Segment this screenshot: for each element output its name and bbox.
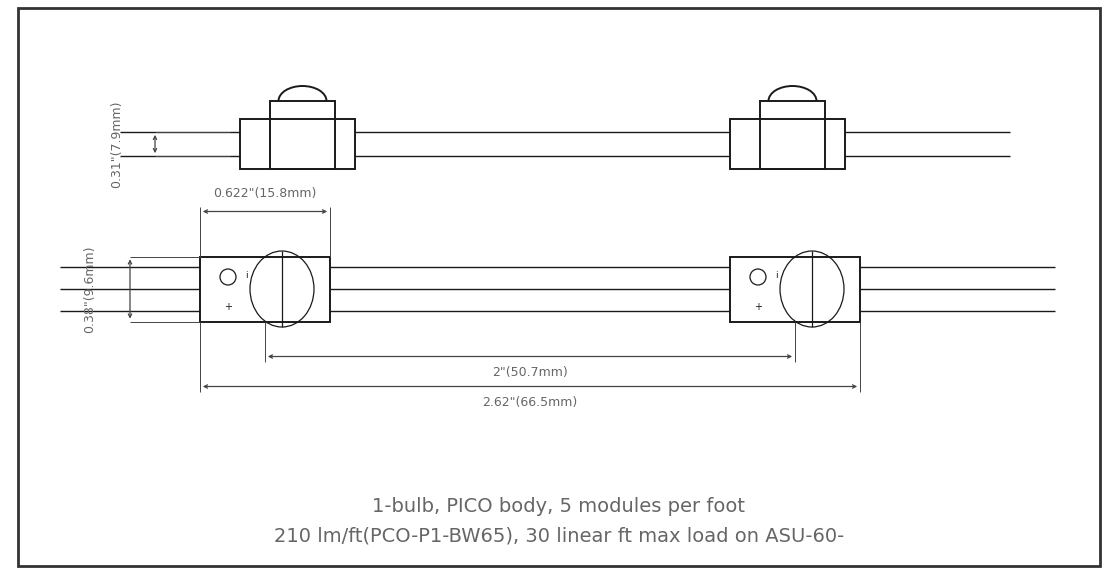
Text: 2.62"(66.5mm): 2.62"(66.5mm) xyxy=(482,396,578,409)
Text: 0.622"(15.8mm): 0.622"(15.8mm) xyxy=(214,187,316,200)
Bar xyxy=(200,257,330,321)
Text: i: i xyxy=(775,270,777,280)
Text: 2"(50.7mm): 2"(50.7mm) xyxy=(492,366,568,379)
Bar xyxy=(730,257,860,321)
Text: 210 lm/ft(PCO-P1-BW65), 30 linear ft max load on ASU-60-: 210 lm/ft(PCO-P1-BW65), 30 linear ft max… xyxy=(274,526,844,545)
Text: 0.31"(7.9mm): 0.31"(7.9mm) xyxy=(111,100,123,188)
Bar xyxy=(760,101,825,169)
Bar xyxy=(730,119,845,169)
Text: 1-bulb, PICO body, 5 modules per foot: 1-bulb, PICO body, 5 modules per foot xyxy=(372,497,746,515)
Text: +: + xyxy=(224,302,233,312)
Bar xyxy=(240,119,356,169)
Bar xyxy=(271,101,335,169)
Text: i: i xyxy=(245,270,247,280)
Text: 0.38"(9.6mm): 0.38"(9.6mm) xyxy=(84,245,96,333)
Text: +: + xyxy=(754,302,762,312)
